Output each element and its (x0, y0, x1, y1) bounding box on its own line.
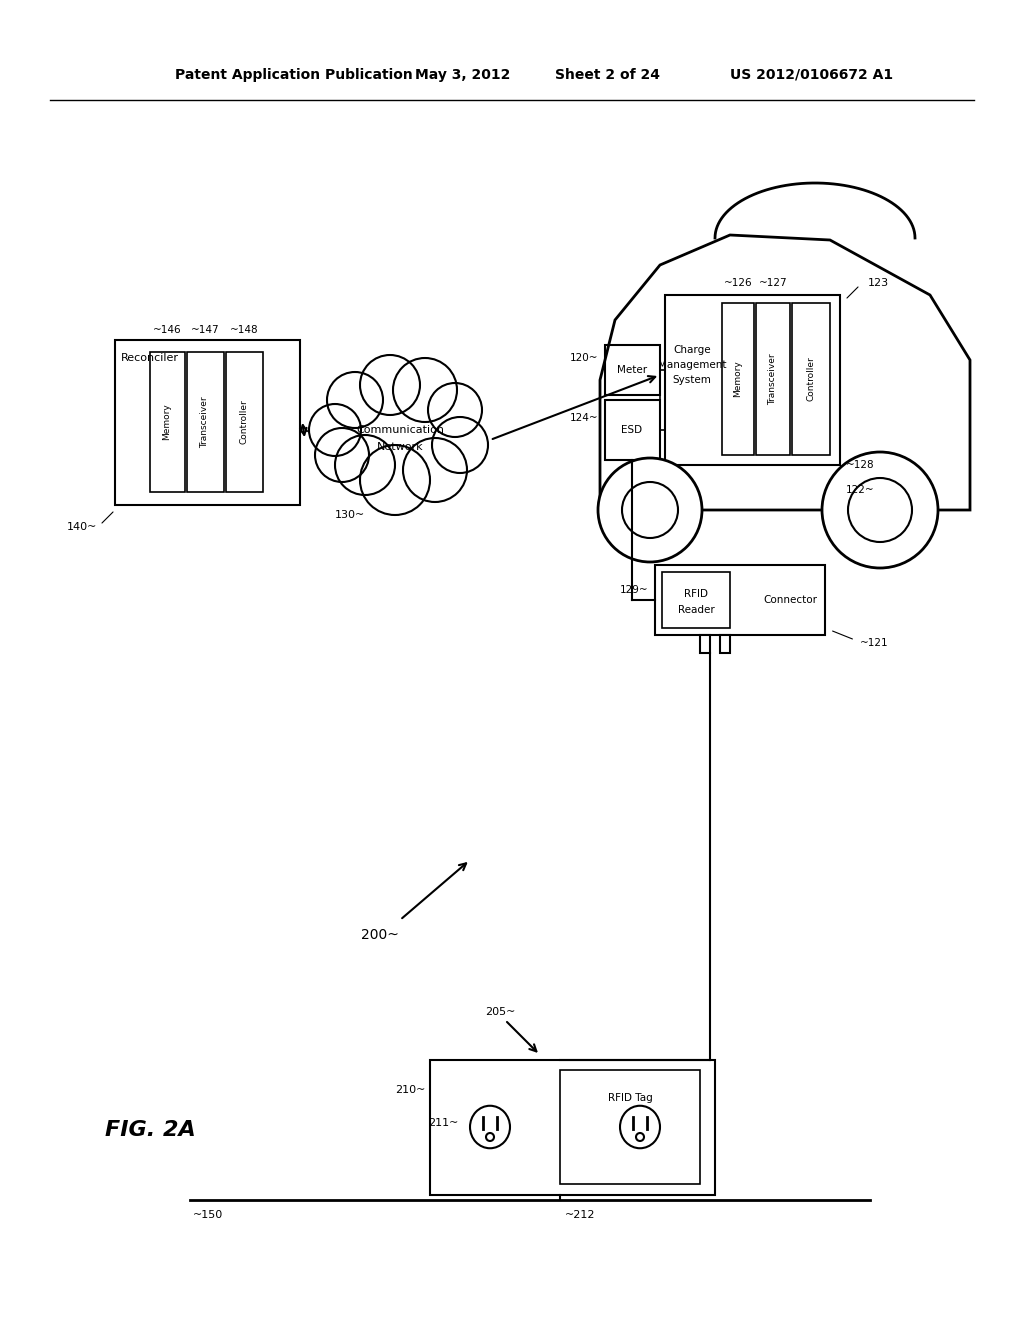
Text: Controller: Controller (240, 400, 249, 445)
Text: 123: 123 (868, 279, 889, 288)
Circle shape (360, 355, 420, 414)
Text: Sheet 2 of 24: Sheet 2 of 24 (555, 69, 660, 82)
Circle shape (327, 372, 383, 428)
Bar (187, 352, 224, 492)
Bar (722, 304, 754, 455)
Text: ~121: ~121 (860, 638, 889, 648)
Bar (430, 1060, 715, 1195)
Bar (655, 565, 825, 635)
Text: ~150: ~150 (193, 1210, 223, 1220)
Text: 140~: 140~ (67, 521, 97, 532)
Circle shape (315, 428, 369, 482)
Circle shape (432, 417, 488, 473)
Bar (605, 400, 660, 459)
Text: 200~: 200~ (361, 928, 399, 942)
Circle shape (403, 438, 467, 502)
Text: ~147: ~147 (190, 325, 219, 335)
Bar (560, 1071, 700, 1184)
Text: Reader: Reader (678, 605, 715, 615)
Text: 122~: 122~ (846, 484, 874, 495)
Text: ~148: ~148 (229, 325, 258, 335)
Text: Network: Network (377, 442, 423, 451)
Text: Transceiver: Transceiver (768, 354, 777, 405)
Text: Connector: Connector (763, 595, 817, 605)
Text: ~127: ~127 (759, 279, 787, 288)
Bar (700, 635, 710, 653)
Bar (226, 352, 263, 492)
Circle shape (393, 358, 457, 422)
Text: Meter: Meter (616, 366, 647, 375)
Circle shape (598, 458, 702, 562)
Bar (605, 345, 660, 395)
Circle shape (335, 436, 395, 495)
Text: Controller: Controller (807, 356, 815, 401)
Text: ~128: ~128 (846, 459, 874, 470)
Text: 120~: 120~ (569, 352, 598, 363)
Text: Transceiver: Transceiver (201, 396, 210, 447)
Text: ~146: ~146 (153, 325, 181, 335)
Circle shape (360, 445, 430, 515)
Text: 129~: 129~ (620, 585, 648, 595)
Text: Communication: Communication (356, 425, 444, 436)
Circle shape (360, 395, 440, 475)
Text: Charge: Charge (673, 345, 711, 355)
Text: 124~: 124~ (569, 413, 598, 422)
Text: ~212: ~212 (565, 1210, 596, 1220)
Text: System: System (673, 375, 712, 385)
Bar (150, 352, 185, 492)
Bar (115, 341, 300, 506)
Text: Management: Management (657, 360, 726, 370)
Text: RFID Tag: RFID Tag (607, 1093, 652, 1104)
Text: 205~: 205~ (484, 1007, 515, 1016)
Text: ESD: ESD (622, 425, 643, 436)
Text: 210~: 210~ (394, 1085, 425, 1096)
Circle shape (309, 404, 361, 455)
Bar (665, 294, 840, 465)
Bar (792, 304, 830, 455)
Text: 130~: 130~ (335, 510, 366, 520)
Text: ~126: ~126 (724, 279, 753, 288)
Text: FIG. 2A: FIG. 2A (105, 1119, 196, 1140)
Text: Reconciler: Reconciler (121, 352, 179, 363)
Bar (720, 635, 730, 653)
Text: US 2012/0106672 A1: US 2012/0106672 A1 (730, 69, 893, 82)
Text: Memory: Memory (733, 360, 742, 397)
Bar (662, 572, 730, 628)
Text: Patent Application Publication: Patent Application Publication (175, 69, 413, 82)
Text: 211~: 211~ (428, 1118, 459, 1129)
Circle shape (428, 383, 482, 437)
Circle shape (822, 451, 938, 568)
Bar (756, 304, 790, 455)
Text: May 3, 2012: May 3, 2012 (415, 69, 510, 82)
Text: Memory: Memory (163, 404, 171, 441)
Text: RFID: RFID (684, 589, 708, 599)
